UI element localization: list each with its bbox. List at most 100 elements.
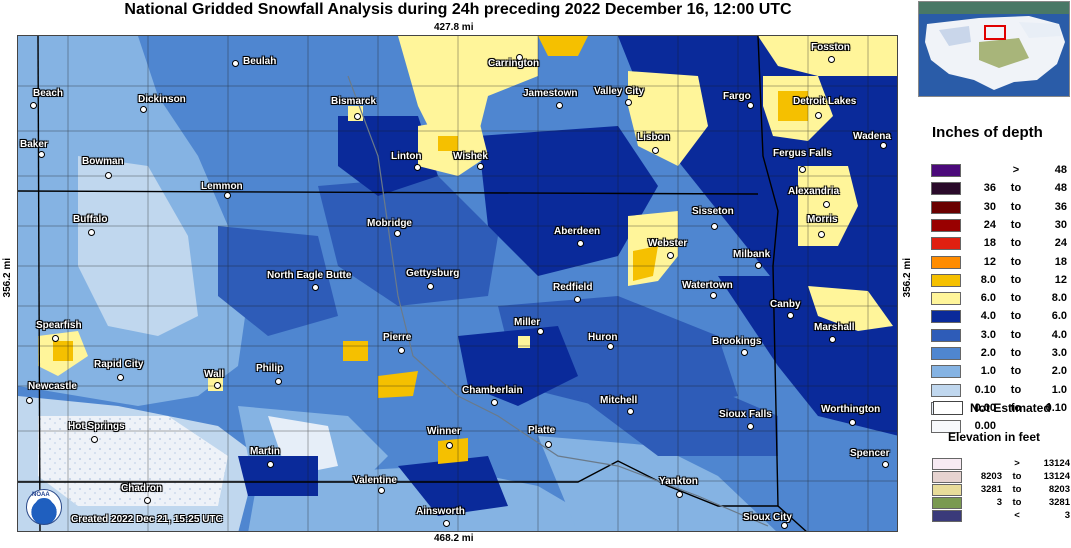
city-marker-sioux-city <box>781 522 788 529</box>
city-label-canby: Canby <box>770 299 801 310</box>
city-marker-chamberlain <box>491 399 498 406</box>
city-marker-spencer <box>882 461 889 468</box>
legend-from: 0.00 <box>974 401 996 414</box>
city-label-fosston: Fosston <box>811 42 850 53</box>
city-marker-watertown <box>710 292 717 299</box>
legend-to: 24 <box>1054 237 1067 250</box>
city-marker-worthington <box>849 419 856 426</box>
elevation-row: >13124 <box>932 458 1071 470</box>
legend-to: 18 <box>1054 255 1067 268</box>
city-label-aberdeen: Aberdeen <box>554 226 601 237</box>
city-marker-wishek <box>477 163 484 170</box>
legend-panel: Inches of depth >48 36 to 48 30 to 36 24 to 30 18 t… <box>920 100 1071 548</box>
legend-row: 36 to 48 <box>931 182 1071 196</box>
legend-row: 24 to 30 <box>931 218 1071 233</box>
legend-from: 3.0 <box>980 328 996 341</box>
legend-row: 8.0 to 12 <box>931 273 1071 288</box>
city-marker-milbank <box>755 262 762 269</box>
city-label-huron: Huron <box>588 332 618 343</box>
city-label-linton: Linton <box>391 151 422 162</box>
legend-from: 4.0 <box>980 310 996 323</box>
city-marker-spearfish <box>52 335 59 342</box>
legend-from: 2.0 <box>980 347 996 359</box>
city-marker-fergus-falls <box>799 166 806 173</box>
legend-row: 12 to 18 <box>931 255 1071 270</box>
city-marker-buffalo <box>88 229 95 236</box>
not-estimated-label: Not Estimated <box>970 401 1051 415</box>
city-label-alexandria: Alexandria <box>788 186 840 197</box>
legend-swatch <box>931 182 961 196</box>
city-marker-alexandria <box>823 201 830 208</box>
city-marker-philip <box>275 378 282 385</box>
legend-sep: to <box>1010 383 1022 396</box>
city-marker-yankton <box>676 491 683 498</box>
distance-top: 427.8 mi <box>434 22 474 33</box>
city-marker-jamestown <box>556 102 563 109</box>
city-marker-bowman <box>105 172 112 179</box>
legend-to: 0.10 <box>1045 401 1067 414</box>
city-marker-ainsworth <box>443 520 450 527</box>
distance-bottom: 468.2 mi <box>434 533 474 544</box>
elevation-sep: > <box>1014 458 1020 469</box>
city-marker-mobridge <box>394 230 401 237</box>
city-marker-linton <box>414 164 421 171</box>
city-label-morris: Morris <box>807 214 838 225</box>
created-timestamp: Created 2022 Dec 21, 15:25 UTC <box>71 514 223 525</box>
legend-swatch <box>931 218 961 232</box>
legend-sep: to <box>1010 200 1022 213</box>
legend-swatch <box>931 383 961 397</box>
city-label-lisbon: Lisbon <box>637 132 670 143</box>
city-label-north-eagle-butte: North Eagle Butte <box>267 270 352 281</box>
elevation-from: 3 <box>996 497 1002 508</box>
city-marker-baker <box>38 151 45 158</box>
city-label-webster: Webster <box>648 238 688 249</box>
city-label-watertown: Watertown <box>682 280 733 291</box>
legend-from: 0.00 <box>974 420 996 433</box>
city-marker-sioux-falls <box>747 423 754 430</box>
legend-swatch <box>931 200 961 214</box>
city-marker-martin <box>267 461 274 468</box>
legend-from: 36 <box>983 182 996 195</box>
city-label-gettysburg: Gettysburg <box>406 268 460 279</box>
elevation-swatch <box>932 458 962 470</box>
city-marker-wall <box>214 382 221 389</box>
city-label-philip: Philip <box>256 363 284 374</box>
city-label-valley-city: Valley City <box>594 86 645 97</box>
legend-sep: > <box>1012 164 1020 176</box>
snowfall-map[interactable]: Fosston Carrington Beulah Beach Dickinson Bis… <box>17 35 898 532</box>
city-marker-bismarck <box>354 113 361 120</box>
city-marker-lisbon <box>652 147 659 154</box>
legend-sep: to <box>1010 292 1022 305</box>
legend-sep: to <box>1010 365 1022 378</box>
legend-to: 4.0 <box>1051 328 1067 341</box>
city-marker-aberdeen <box>577 240 584 247</box>
city-label-bowman: Bowman <box>82 156 124 167</box>
city-marker-redfield <box>574 296 581 303</box>
city-label-martin: Martin <box>250 446 280 457</box>
legend-to: 6.0 <box>1051 310 1067 323</box>
legend-from: 18 <box>983 237 996 250</box>
map-title: National Gridded Snowfall Analysis durin… <box>124 1 792 18</box>
elevation-sep: < <box>1014 510 1020 521</box>
legend-sep: to <box>1010 310 1022 323</box>
city-label-sioux-falls: Sioux Falls <box>719 409 772 420</box>
legend-to: 2.0 <box>1051 365 1067 378</box>
elevation-row: 3 to 3281 <box>932 497 1071 509</box>
city-label-beach: Beach <box>33 88 64 99</box>
legend-to: 3.0 <box>1051 347 1067 359</box>
city-marker-valentine <box>378 487 385 494</box>
elevation-title: Elevation in feet <box>948 430 1041 444</box>
city-label-milbank: Milbank <box>733 249 771 260</box>
elevation-to: 8203 <box>1048 484 1070 495</box>
city-marker-winner <box>446 442 453 449</box>
legend-to: 12 <box>1054 273 1067 286</box>
city-marker-beach <box>30 102 37 109</box>
inset-region-box <box>984 25 1006 40</box>
city-label-winner: Winner <box>427 426 461 437</box>
city-label-redfield: Redfield <box>553 282 593 293</box>
city-label-mitchell: Mitchell <box>600 395 638 406</box>
city-marker-dickinson <box>140 106 147 113</box>
legend-from: 30 <box>983 200 996 213</box>
city-label-spearfish: Spearfish <box>36 320 82 331</box>
elevation-swatch <box>932 497 962 509</box>
